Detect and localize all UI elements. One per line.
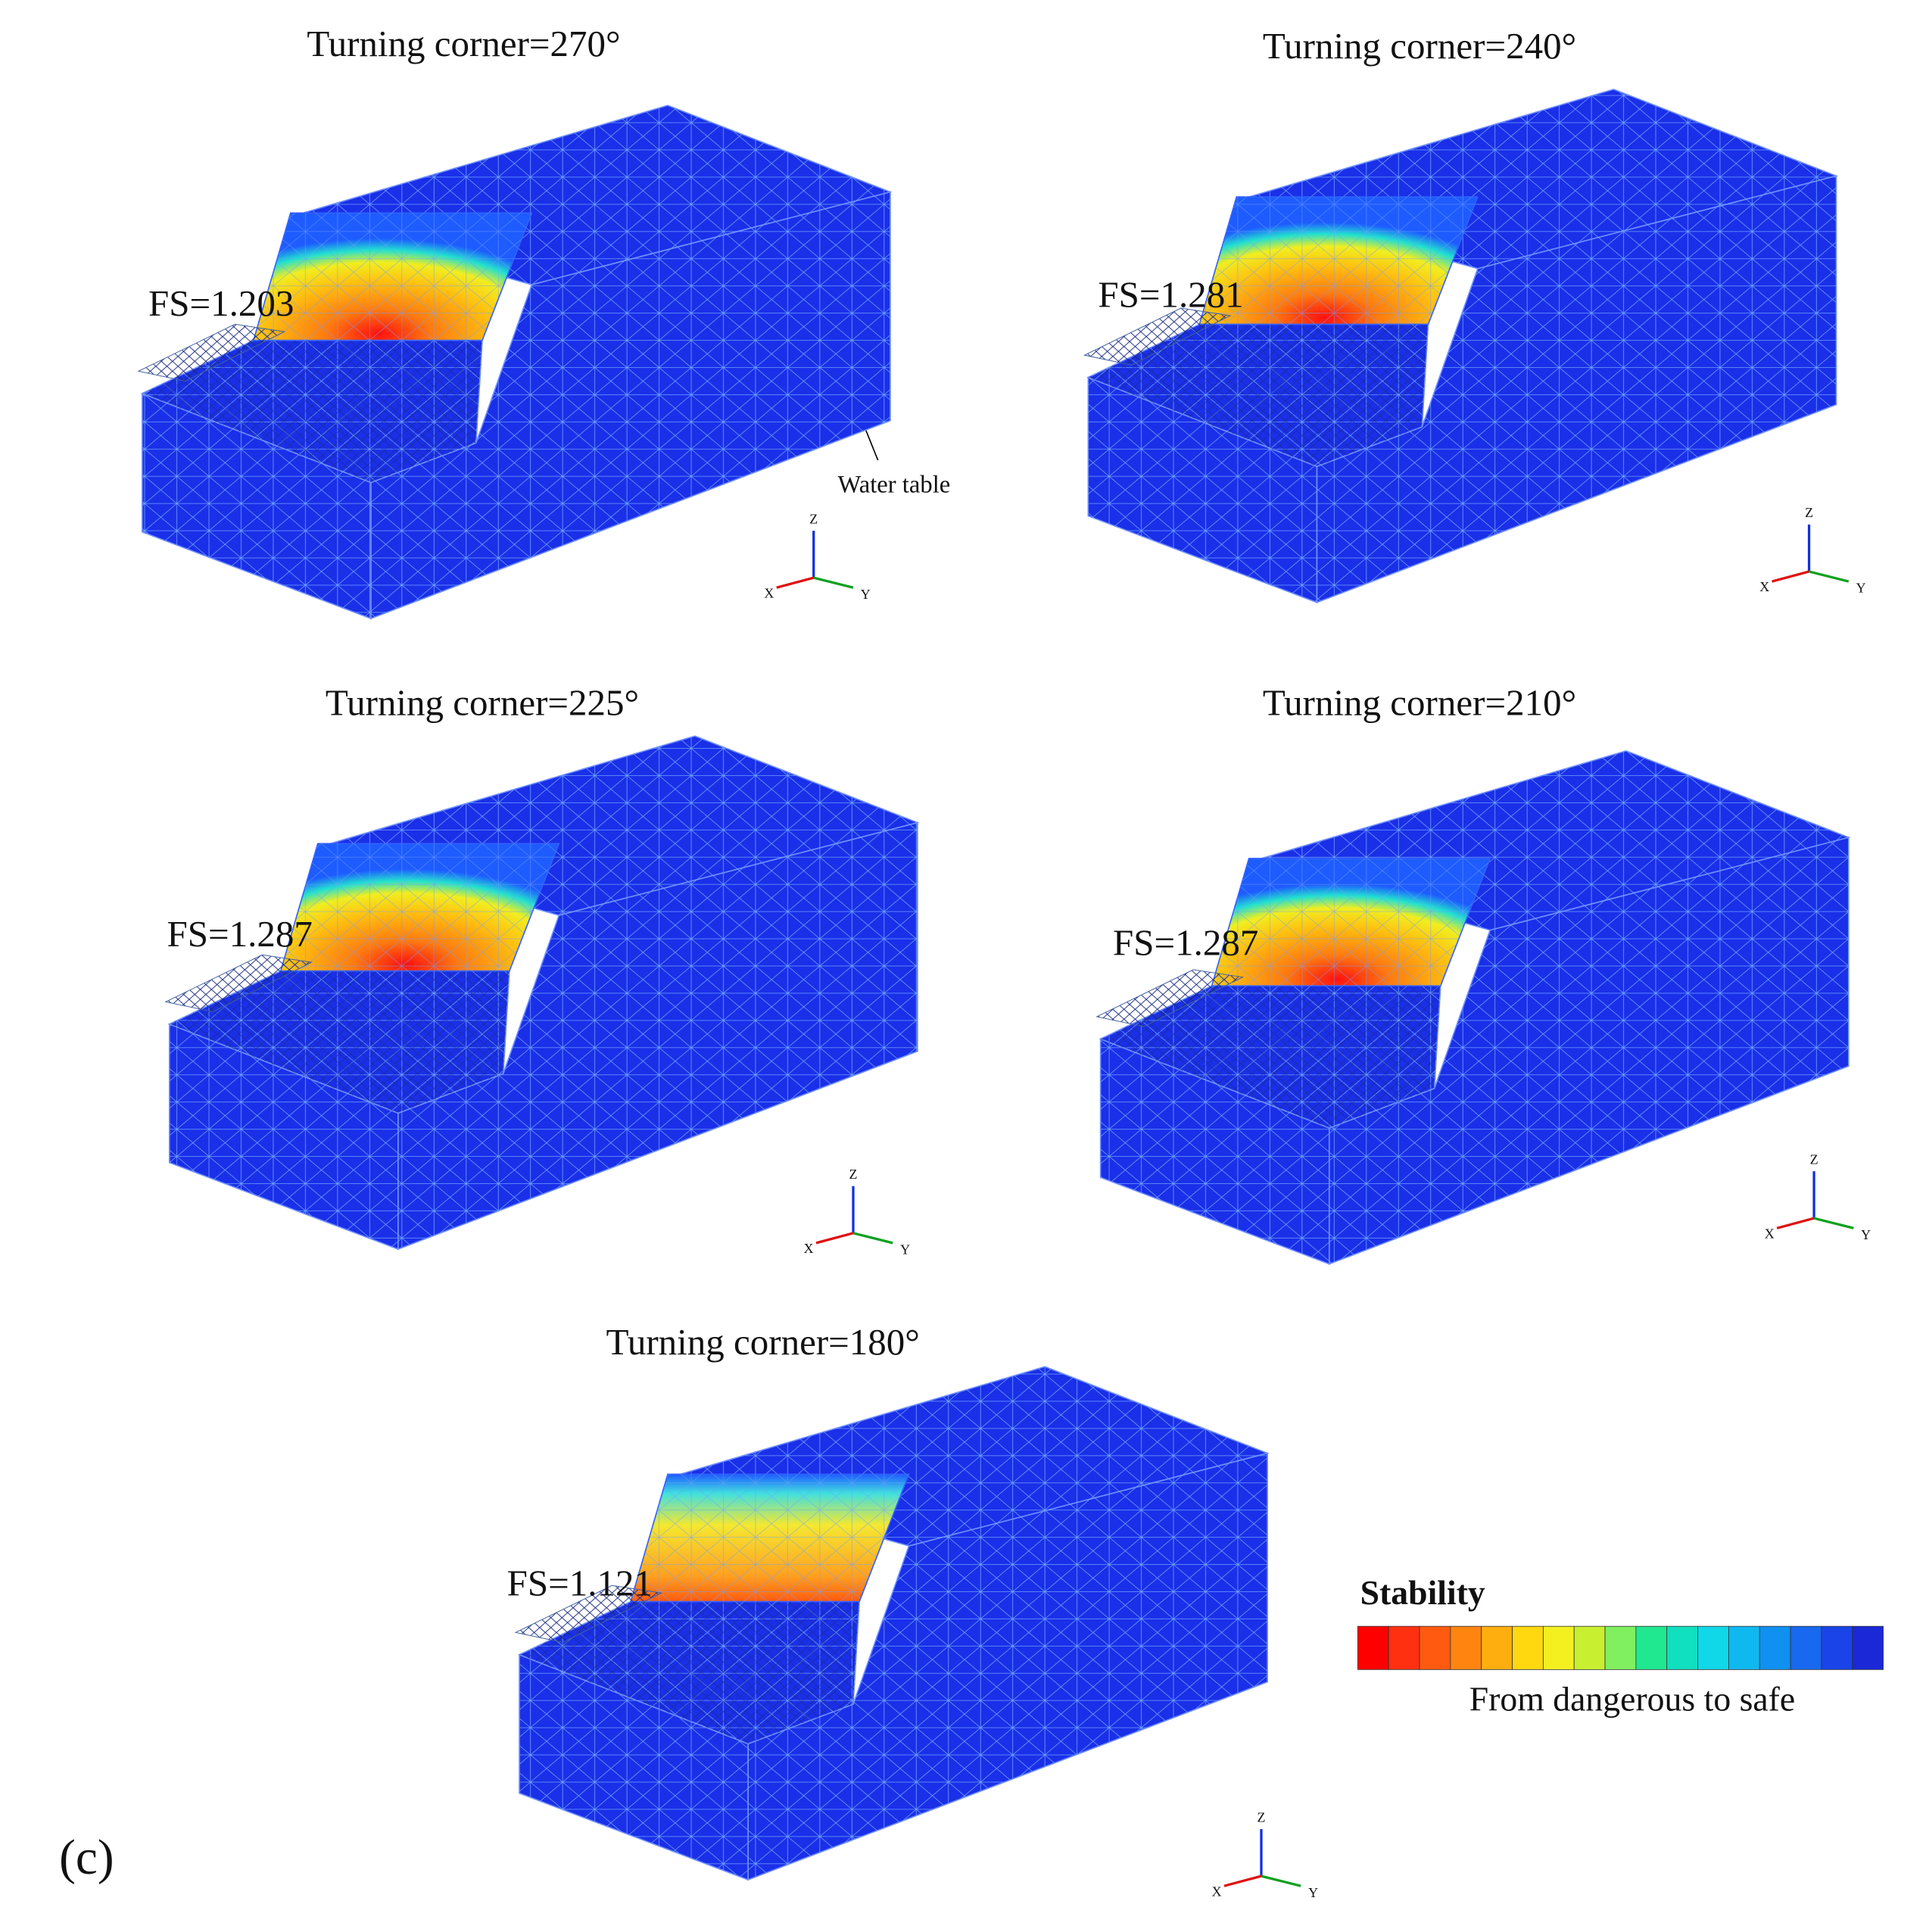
- mesh: [519, 1654, 749, 1881]
- axis-label: Z: [809, 511, 818, 526]
- panel-title: Turning corner=180°: [606, 1321, 920, 1363]
- legend-title: Stability: [1360, 1573, 1485, 1612]
- axis-label: Z: [1257, 1809, 1266, 1824]
- annotation: Water table: [838, 471, 951, 498]
- mesh: [1317, 176, 1837, 603]
- fs-label: FS=1.287: [167, 913, 313, 955]
- mesh: [1088, 377, 1317, 603]
- colorbar-swatch: [1512, 1625, 1544, 1670]
- bench-mesh: [1100, 986, 1441, 1128]
- colorbar-swatch: [1450, 1625, 1482, 1670]
- colorbar-swatch: [1357, 1625, 1389, 1670]
- slip-mesh: [253, 213, 532, 341]
- legend-caption: From dangerous to safe: [1469, 1679, 1795, 1718]
- axis-label: Z: [1810, 1151, 1818, 1167]
- mesh: [1100, 1039, 1329, 1264]
- colorbar-swatch: [1852, 1625, 1884, 1670]
- mesh: [371, 192, 890, 619]
- panel: Turning corner=240° FS=1.281 Z X Y: [1083, 25, 1866, 603]
- colorbar-swatch: [1419, 1625, 1451, 1670]
- bench-mesh: [142, 340, 483, 483]
- mesh: [397, 822, 918, 1250]
- axis-x: [815, 1232, 854, 1245]
- bench-mesh: [169, 971, 510, 1114]
- panel-title: Turning corner=225°: [326, 681, 639, 723]
- panel-title: Turning corner=270°: [307, 23, 620, 64]
- axis-y: [1813, 1217, 1854, 1229]
- slip-mesh: [631, 1474, 909, 1602]
- axis-y: [1261, 1874, 1301, 1887]
- fs-label: FS=1.203: [148, 282, 294, 324]
- axis-label: Y: [900, 1242, 910, 1257]
- axis-label: Z: [849, 1167, 858, 1182]
- colorbar-swatch: [1697, 1625, 1729, 1670]
- colorbar-swatch: [1481, 1625, 1513, 1670]
- panel: Turning corner=210° FS=1.287 Z X Y: [1095, 681, 1871, 1265]
- axis-label: Y: [1856, 581, 1866, 596]
- colorbar-swatch: [1604, 1625, 1637, 1670]
- colorbar-swatch: [1542, 1625, 1575, 1670]
- water-table: [164, 954, 313, 1012]
- axis-x: [1772, 570, 1809, 583]
- colorbar-swatch: [1759, 1625, 1791, 1670]
- panel: Turning corner=180° FS=1.121 Z X Y: [507, 1321, 1318, 1900]
- panel-title: Turning corner=240°: [1263, 25, 1576, 67]
- water-table: [1095, 969, 1245, 1027]
- colorbar: [1357, 1625, 1884, 1670]
- slip-mesh: [280, 843, 559, 971]
- colorbar-swatch: [1790, 1625, 1822, 1670]
- bench-mesh: [1088, 324, 1429, 467]
- axis-x: [1223, 1874, 1262, 1887]
- colorbar-swatch: [1388, 1625, 1420, 1670]
- slip-mesh: [1199, 197, 1478, 325]
- axis-label: X: [1759, 579, 1769, 594]
- colorbar-swatch: [1728, 1625, 1760, 1670]
- mesh: [1329, 837, 1849, 1264]
- bench-mesh: [519, 1601, 860, 1744]
- fs-label: FS=1.287: [1113, 921, 1258, 963]
- axis-label: Z: [1805, 505, 1813, 520]
- axis-label: X: [1212, 1884, 1222, 1899]
- panel-label: (c): [59, 1831, 114, 1885]
- water-table: [137, 323, 286, 382]
- axis-y: [852, 1232, 893, 1245]
- panel-title: Turning corner=210°: [1263, 681, 1576, 723]
- axis-label: X: [804, 1241, 814, 1256]
- water-table: [1083, 307, 1232, 366]
- colorbar-swatch: [1573, 1625, 1606, 1670]
- water-table: [514, 1585, 663, 1643]
- panel: Turning corner=225° FS=1.287 Z X Y: [164, 681, 920, 1257]
- axis-label: X: [764, 585, 774, 600]
- axis-label: X: [1765, 1226, 1775, 1241]
- mesh: [142, 393, 372, 619]
- panel: Turning corner=270° FS=1.203 Z X Y: [137, 23, 893, 620]
- axis-label: Y: [861, 587, 871, 602]
- fs-label: FS=1.121: [507, 1562, 653, 1603]
- axis-x: [776, 576, 815, 589]
- axis-y: [813, 576, 854, 589]
- axis-y: [1809, 570, 1850, 583]
- colorbar-swatch: [1666, 1625, 1698, 1670]
- fs-label: FS=1.281: [1098, 273, 1243, 315]
- mesh: [169, 1024, 398, 1250]
- axis-x: [1776, 1217, 1815, 1229]
- axis-label: Y: [1861, 1227, 1871, 1242]
- colorbar-swatch: [1821, 1625, 1853, 1670]
- slip-mesh: [1211, 858, 1491, 986]
- colorbar-swatch: [1635, 1625, 1668, 1670]
- mesh: [748, 1453, 1268, 1881]
- axis-label: Y: [1308, 1885, 1318, 1900]
